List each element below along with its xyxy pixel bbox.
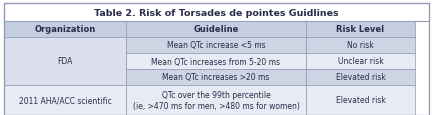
Text: Guideline: Guideline: [193, 25, 239, 34]
Bar: [4, 38, 126, 85]
Bar: [306, 54, 415, 69]
Bar: [126, 85, 306, 115]
Text: 2011 AHA/ACC scientific: 2011 AHA/ACC scientific: [19, 96, 111, 105]
Text: FDA: FDA: [57, 57, 73, 66]
Bar: [306, 22, 415, 38]
Bar: [126, 54, 306, 69]
Bar: [306, 69, 415, 85]
Text: Risk Level: Risk Level: [336, 25, 385, 34]
Text: Mean QTc increase <5 ms: Mean QTc increase <5 ms: [167, 41, 265, 50]
Text: QTc over the 99th percentile
(ie, >470 ms for men, >480 ms for women): QTc over the 99th percentile (ie, >470 m…: [132, 91, 300, 110]
Text: Elevated risk: Elevated risk: [336, 73, 385, 82]
Bar: [4, 85, 126, 115]
Bar: [126, 38, 306, 54]
Text: No risk: No risk: [347, 41, 374, 50]
Text: Elevated risk: Elevated risk: [336, 96, 385, 105]
Bar: [306, 85, 415, 115]
Bar: [4, 4, 429, 22]
Bar: [126, 69, 306, 85]
Bar: [4, 22, 126, 38]
Text: Organization: Organization: [34, 25, 96, 34]
Bar: [306, 38, 415, 54]
Text: Mean QTc increases from 5-20 ms: Mean QTc increases from 5-20 ms: [152, 57, 281, 66]
Bar: [126, 22, 306, 38]
Text: Unclear risk: Unclear risk: [338, 57, 383, 66]
Text: Table 2. Risk of Torsades de pointes Guidlines: Table 2. Risk of Torsades de pointes Gui…: [94, 8, 339, 17]
Text: Mean QTc increases >20 ms: Mean QTc increases >20 ms: [162, 73, 270, 82]
